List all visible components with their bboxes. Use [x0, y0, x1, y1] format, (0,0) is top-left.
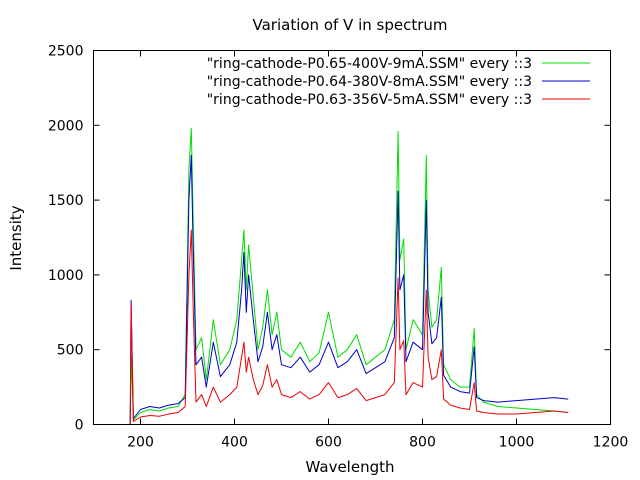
x-tick-label: 400	[221, 435, 248, 451]
y-tick-label: 0	[75, 418, 84, 434]
chart-title: Variation of V in spectrum	[253, 16, 448, 34]
legend-entry-label: "ring-cathode-P0.65-400V-9mA.SSM" every …	[207, 56, 532, 72]
x-tick-label: 1000	[499, 435, 535, 451]
y-tick-label: 500	[57, 343, 84, 359]
x-axis-label: Wavelength	[306, 458, 395, 476]
x-tick-label: 600	[315, 435, 342, 451]
x-tick-label: 1200	[593, 435, 629, 451]
series-line-1	[129, 154, 569, 425]
axis-ticks: 200 400 600 800 1000 1200 0 500 1000 1500 2000 2500	[48, 44, 628, 451]
legend: "ring-cathode-P0.65-400V-9mA.SSM" every …	[207, 56, 590, 108]
series-line-0	[129, 127, 569, 425]
plot-frame	[93, 50, 611, 425]
y-tick-label: 2500	[48, 44, 84, 60]
legend-entry-label: "ring-cathode-P0.63-356V-5mA.SSM" every …	[207, 92, 532, 108]
legend-entry-label: "ring-cathode-P0.64-380V-8mA.SSM" every …	[207, 74, 532, 90]
y-tick-label: 1000	[48, 268, 84, 284]
y-axis-label: Intensity	[7, 205, 25, 270]
series-line-2	[129, 229, 569, 425]
plot-area	[129, 127, 569, 425]
x-tick-label: 200	[127, 435, 154, 451]
y-tick-label: 1500	[48, 193, 84, 209]
y-tick-label: 2000	[48, 118, 84, 134]
x-tick-label: 800	[409, 435, 436, 451]
